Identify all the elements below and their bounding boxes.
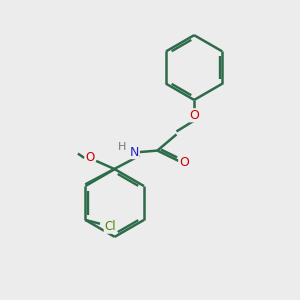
- Text: H: H: [118, 142, 126, 152]
- Text: O: O: [179, 156, 189, 169]
- Text: O: O: [189, 109, 199, 122]
- Text: Cl: Cl: [104, 220, 116, 233]
- Text: N: N: [130, 146, 139, 159]
- Text: O: O: [85, 152, 94, 164]
